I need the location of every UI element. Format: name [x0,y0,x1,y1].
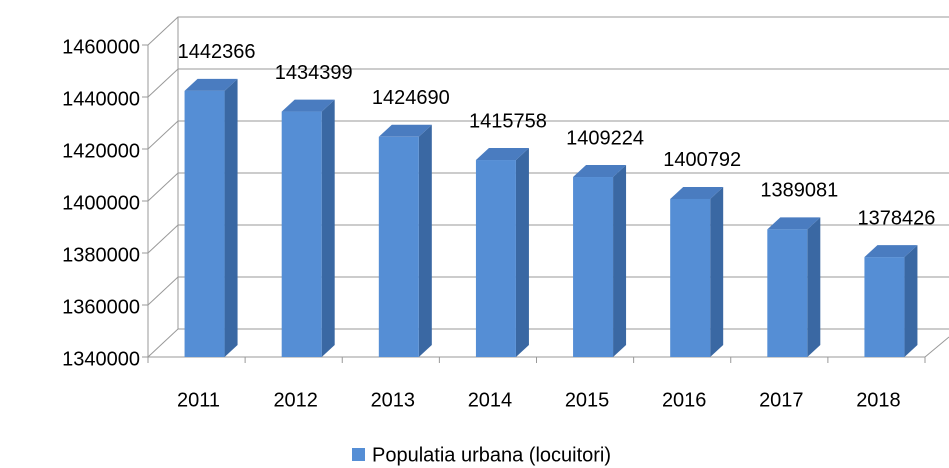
x-tick-label: 2015 [565,389,610,411]
data-label: 1442366 [178,41,256,63]
grid-line [147,276,949,306]
bar-top [475,148,529,161]
data-label: 1389081 [760,180,838,202]
bar-side [418,124,432,357]
bar [475,160,516,357]
bar [864,257,905,357]
y-tick-label: 1380000 [62,244,140,266]
grid-line [147,328,949,358]
bar [184,90,225,358]
bar-top [767,217,821,230]
y-tick-label: 1420000 [62,140,140,162]
x-tick-label: 2013 [371,389,416,411]
data-label: 1434399 [275,62,353,84]
grid-line [147,224,949,254]
data-label: 1409224 [566,127,644,149]
bar [378,136,419,357]
bar [767,229,808,357]
y-tick-label: 1460000 [62,36,140,58]
grid-line [147,120,949,150]
grid-line [147,16,949,46]
bar [573,177,614,357]
x-tick-label: 2016 [662,389,707,411]
data-label: 1424690 [372,87,450,109]
bar-side [613,165,627,357]
bar-side [710,186,724,357]
y-tick-label: 1340000 [62,348,140,370]
x-tick-label: 2011 [177,389,220,411]
legend-swatch [352,448,365,461]
y-tick-label: 1360000 [62,296,140,318]
bar-side [515,148,529,357]
data-label: 1415758 [469,110,547,132]
grid-line [147,172,949,202]
y-tick-label: 1440000 [62,88,140,110]
bar-side [807,217,821,357]
bar-side [904,245,918,357]
bar-side [321,99,335,358]
floor [148,336,949,358]
data-label: 1378426 [858,207,936,229]
x-tick-label: 2017 [759,389,804,411]
data-label: 1400792 [663,149,741,171]
bar-top [573,165,627,178]
legend-label: Populatia urbana (locuitori) [372,444,611,466]
bar [281,111,322,358]
y-tick-label: 1400000 [62,192,140,214]
bar [670,198,711,357]
x-tick-label: 2018 [856,389,901,411]
bar-side [224,78,238,358]
bar-top [378,124,432,137]
bar-top [864,245,918,258]
x-tick-label: 2012 [273,389,318,411]
bar-top [670,186,724,199]
x-tick-label: 2014 [468,389,513,411]
bar-top [281,99,335,112]
bar-top [184,78,238,91]
grid-line [147,68,949,98]
